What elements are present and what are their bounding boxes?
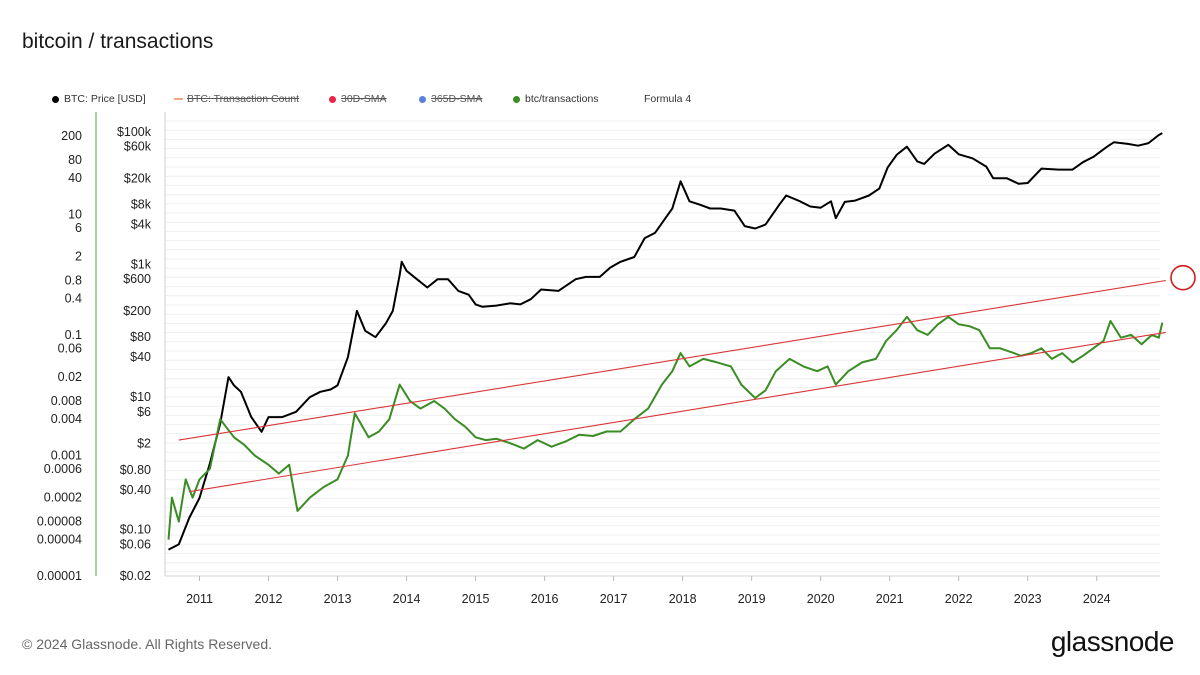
price-axis-tick-label: $1k [131, 258, 152, 272]
x-axis-tick-label: 2023 [1014, 592, 1042, 606]
price-axis-tick-label: $200 [123, 304, 151, 318]
legend-marker-price [52, 95, 59, 103]
left-axis-tick-label: 0.0002 [44, 491, 82, 505]
legend-marker-transaction-count [174, 98, 183, 100]
copyright-footer: © 2024 Glassnode. All Rights Reserved. [22, 636, 273, 652]
x-axis-tick-label: 2024 [1083, 592, 1111, 606]
legend-item-365d-sma[interactable]: 365D-SMA [419, 93, 482, 105]
grid-lines [165, 120, 1160, 573]
price-axis-tick-label: $100k [117, 125, 152, 139]
price-axis-tick-label: $8k [131, 198, 152, 212]
left-axis-tick-label: 0.0006 [44, 462, 82, 476]
x-axis-tick-label: 2011 [186, 592, 213, 606]
price-axis-tick-label: $80 [130, 330, 151, 344]
left-axis-tick-label: 0.06 [58, 341, 82, 355]
legend-marker-365d-sma [419, 95, 426, 103]
axes [95, 112, 1160, 577]
price-axis-tick-label: $0.40 [120, 483, 151, 497]
left-axis-tick-label: 10 [68, 207, 82, 221]
legend-label-price: BTC: Price [USD] [64, 93, 146, 105]
left-axis-tick-label: 0.02 [58, 370, 82, 384]
series-lines [167, 132, 1166, 551]
left-axis-tick-label: 200 [61, 129, 82, 143]
legend-item-btc-transactions[interactable]: btc/transactions [513, 93, 599, 105]
left-axis-tick-label: 0.00004 [37, 533, 82, 547]
left-axis-tick-label: 0.00001 [37, 569, 82, 583]
x-axis-tick-label: 2015 [462, 592, 490, 606]
left-axis-tick-label: 40 [68, 171, 82, 185]
left-axis-tick-label: 0.00008 [37, 515, 82, 529]
price-axis-tick-label: $60k [124, 140, 152, 154]
legend-item-transaction-count[interactable]: BTC: Transaction Count [174, 93, 299, 105]
x-axis-tick-label: 2016 [531, 592, 559, 606]
price-axis-tick-label: $4k [131, 218, 152, 232]
price-axis-tick-label: $0.02 [120, 569, 151, 583]
legend-item-30d-sma[interactable]: 30D-SMA [329, 93, 387, 105]
price-axis-ticks: $100k$60k$20k$8k$4k$1k$600$200$80$40$10$… [117, 125, 152, 583]
legend-marker-btc-transactions [513, 95, 520, 103]
price-axis-tick-label: $600 [123, 272, 151, 286]
left-axis-ticks: 200 80 40 106 2 0.8 0.4 0.10.06 0.02 0.008 0.004 0.… [37, 129, 82, 583]
x-axis-tick-label: 2017 [600, 592, 628, 606]
price-axis-tick-label: $10 [130, 390, 151, 404]
price-axis-tick-label: $0.10 [120, 523, 151, 537]
x-axis-tick-label: 2019 [738, 592, 766, 606]
legend-marker-30d-sma [329, 95, 336, 103]
left-axis-tick-label: 0.001 [51, 448, 82, 462]
price-axis-tick-label: $0.80 [120, 463, 151, 477]
legend-label-transaction-count: BTC: Transaction Count [187, 93, 300, 105]
price-axis-tick-label: $20k [124, 171, 152, 185]
annotation-marker [1170, 264, 1196, 291]
channel-lower-line [189, 331, 1166, 493]
left-axis-tick-label: 2 [75, 250, 82, 264]
left-axis-tick-label: 0.1 [65, 328, 82, 342]
left-axis-tick-label: 0.4 [65, 292, 82, 306]
legend-label-30d-sma: 30D-SMA [341, 93, 387, 105]
left-axis-tick-label: 80 [68, 153, 82, 167]
x-axis-ticks: 2011 2012 2013 2014 2015 2016 2017 2018 2019 2020… [186, 576, 1111, 606]
price-axis-tick-label: $40 [130, 350, 151, 364]
x-axis-tick-label: 2022 [945, 592, 973, 606]
x-axis-tick-label: 2020 [807, 592, 835, 606]
highlight-circle [1170, 264, 1196, 291]
legend-label-365d-sma: 365D-SMA [431, 93, 483, 105]
left-axis-tick-label: 0.008 [51, 394, 82, 408]
x-axis-tick-label: 2012 [255, 592, 283, 606]
chart-canvas: 200 80 40 106 2 0.8 0.4 0.10.06 0.02 0.008 0.004 0.… [37, 112, 1196, 606]
glassnode-logo: glassnode [1050, 626, 1175, 657]
btc-price-line [168, 132, 1163, 551]
left-axis-tick-label: 0.8 [65, 274, 82, 288]
legend-item-price[interactable]: BTC: Price [USD] [52, 93, 146, 105]
x-axis-tick-label: 2014 [393, 592, 421, 606]
btc-transactions-line [167, 315, 1164, 540]
channel-upper-line [178, 279, 1166, 441]
x-axis-tick-label: 2018 [669, 592, 697, 606]
x-axis-tick-label: 2021 [876, 592, 904, 606]
legend-label-btc-transactions: btc/transactions [525, 93, 599, 105]
left-axis-tick-label: 0.004 [51, 412, 82, 426]
x-axis-tick-label: 2013 [324, 592, 352, 606]
legend-label-formula-4: Formula 4 [644, 93, 692, 105]
price-axis-tick-label: $2 [137, 436, 151, 450]
page-title: bitcoin / transactions [22, 30, 214, 53]
left-axis-tick-label: 6 [75, 221, 82, 235]
legend-item-formula-4[interactable]: Formula 4 [644, 93, 691, 105]
price-axis-tick-label: $0.06 [120, 537, 151, 551]
price-axis-tick-label: $6 [137, 405, 151, 419]
